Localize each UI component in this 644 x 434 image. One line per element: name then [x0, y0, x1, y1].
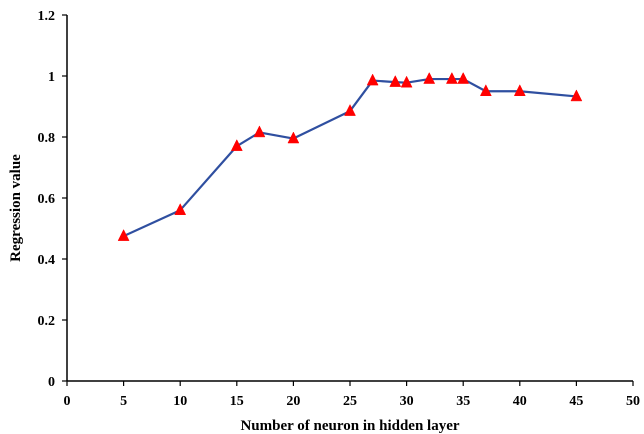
x-tick-label: 0: [64, 394, 71, 409]
x-tick-label: 5: [120, 394, 127, 409]
data-point-marker: [287, 131, 300, 144]
y-axis-ticks: 0 0.2 0.4 0.6 0.8 1 1.2: [38, 9, 67, 390]
y-tick-label: 1: [48, 70, 55, 85]
x-axis-title: Number of neuron in hidden layer: [240, 418, 459, 434]
y-tick-label: 0.4: [38, 253, 56, 268]
data-point-marker: [389, 75, 402, 87]
y-axis-title: Regression value: [8, 154, 24, 262]
data-point-marker: [513, 84, 526, 96]
x-tick-label: 15: [230, 394, 244, 409]
x-tick-label: 40: [513, 394, 527, 409]
data-point-marker: [344, 104, 356, 116]
series-line: [123, 77, 577, 238]
y-tick-label: 0.2: [38, 314, 56, 329]
x-tick-label: 10: [173, 394, 187, 409]
y-tick-label: 0.6: [38, 192, 56, 207]
data-point-marker: [570, 89, 583, 102]
data-point-marker: [445, 71, 458, 84]
y-tick-label: 0.8: [38, 131, 56, 146]
x-tick-label: 25: [343, 394, 357, 409]
data-point-marker: [230, 139, 243, 151]
x-tick-label: 45: [569, 394, 583, 409]
x-tick-label: 50: [626, 394, 640, 409]
x-tick-label: 35: [456, 394, 470, 409]
x-tick-label: 20: [286, 394, 300, 409]
data-point-marker: [400, 75, 413, 88]
data-point-marker: [253, 125, 266, 138]
y-tick-label: 1.2: [38, 9, 56, 24]
data-point-marker: [423, 71, 436, 84]
x-tick-label: 30: [400, 394, 414, 409]
data-point-marker: [117, 229, 130, 241]
data-point-marker: [479, 84, 492, 96]
data-point-marker: [457, 71, 470, 84]
data-point-marker: [174, 203, 187, 215]
y-tick-label: 0: [48, 375, 55, 390]
axes: [66, 15, 633, 382]
data-markers: [117, 71, 583, 241]
series-line-group: [123, 77, 577, 238]
data-point-marker: [366, 73, 379, 86]
x-axis-ticks: 0 5 10 15 20 25 30 35 40 45 50: [64, 381, 640, 409]
